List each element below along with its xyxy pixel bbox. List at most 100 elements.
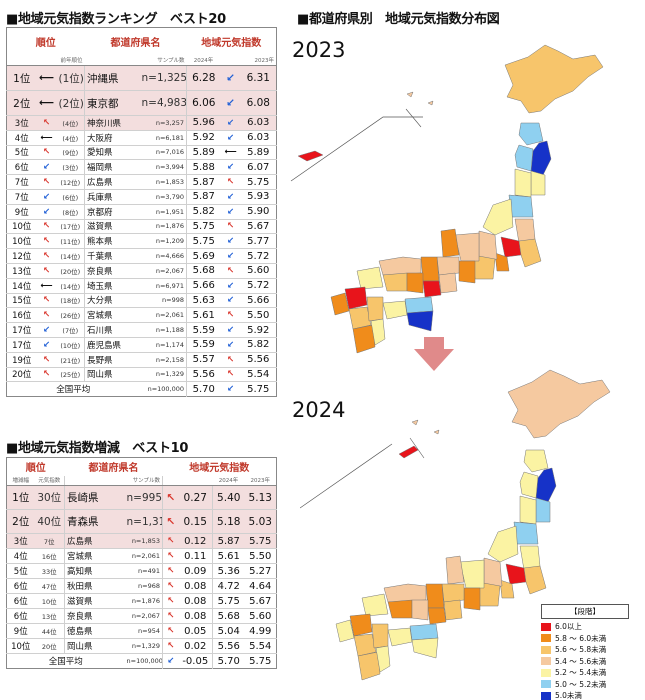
index-2024-cell: 5.59 [186,337,221,353]
trend-cell: ↙ [220,65,241,91]
increase-arrow-icon: ↖ [166,491,176,504]
inc-2024-cell: 5.61 [212,548,245,564]
rank-change-cell: ↖ [36,248,57,264]
ranking-row: 1位 ⟵ (1位) 沖縄県 n=1,325 6.28 ↙ 6.31 [6,65,277,91]
pref-cell: 沖縄県 [84,65,140,91]
trend-arrow-icon: ↙ [226,236,235,247]
sample-cell: n=1,876 [139,219,188,235]
pref-cell: 神奈川県 [84,115,140,131]
trend-cell: ↙ [220,90,241,116]
index-2023-cell: 5.92 [240,322,277,338]
ranking-row: 4位 ⟵ (4位) 大阪府 n=6,181 5.92 ↙ 6.03 [6,130,277,146]
inc-average-sample: n=100,000 [124,653,163,669]
index-2024-cell: 5.82 [186,204,221,220]
prev-rank-cell: (12位) [56,174,86,190]
inc-pref-cell: 奈良県 [64,608,125,624]
rank-change-arrow-icon: ↖ [42,265,51,276]
rank-cell: 20位 [6,367,37,383]
map-section-title: ■都道府県別 地域元気指数分布図 [297,12,500,27]
index-2024-cell: 6.28 [186,65,221,91]
inc-pref-cell: 青森県 [64,509,125,534]
ranking-row: 7位 ↖ (12位) 広島県 n=1,853 5.87 ↖ 5.75 [6,174,277,190]
pref-cell: 石川県 [84,322,140,338]
inc-index-rank-cell: 16位 [34,548,65,564]
rank-change-arrow-icon: ↖ [42,310,51,321]
legend-label: 6.0以上 [555,622,582,632]
trend-arrow-icon: ⟵ [224,147,237,158]
legend-swatch [541,691,551,700]
inc-arrow-cell: ↖ [162,563,179,579]
prev-rank-cell: (10位) [56,337,86,353]
ranking-row: 16位 ↖ (26位) 宮城県 n=2,061 5.61 ↖ 5.50 [6,307,277,324]
rank-change-arrow-icon: ↖ [42,295,51,306]
y2024-subheader: 2024年 [186,55,221,66]
inc-index-rank-cell: 30位 [34,485,65,510]
prev-rank-cell: (2位) [56,90,86,116]
index-2024-cell: 6.06 [186,90,221,116]
index-2023-cell: 5.82 [240,337,277,353]
legend-label: 5.0 ～ 5.2未満 [555,679,607,689]
ranking-row: 19位 ↖ (21位) 長野県 n=2,158 5.57 ↖ 5.56 [6,352,277,368]
inc-pref-header: 都道府県名 [88,463,139,475]
increase-arrow-icon: ↖ [167,581,175,591]
inc-arrow-cell: ↖ [162,638,179,654]
rank-change-arrow-icon: ↙ [42,325,51,336]
ranking-table: 順位 都道府県名 地域元気指数 前年順位 サンプル数 2024年 2023年 1位 ⟵ (1位) 沖… [6,27,278,398]
trend-cell: ⟵ [220,145,241,161]
index-2024-cell: 5.87 [186,189,221,205]
inc-arrow-cell: ↖ [162,578,179,594]
index-2023-cell: 5.72 [240,278,277,294]
rank-cell: 17位 [6,337,37,353]
rank-cell: 19位 [6,352,37,368]
blank-sub [84,55,140,66]
trend-cell: ↖ [220,263,241,279]
rank-cell: 16位 [6,307,37,324]
inc-2023-cell: 5.13 [244,485,277,510]
pref-cell: 東京都 [84,90,140,116]
index-2023-cell: 5.60 [240,263,277,279]
legend-item: 5.0未満 [541,690,629,700]
inc-index-rank-cell: 13位 [34,608,65,624]
inc-sample-cell: n=2,061 [124,548,163,564]
increase-section-title: ■地域元気指数増減 ベスト10 [6,441,189,456]
national-average-2024: 5.70 [192,383,215,395]
index-2023-cell: 6.03 [240,115,277,131]
trend-cell: ↙ [220,204,241,220]
inc-2024-cell: 5.04 [212,623,245,639]
trend-arrow-icon: ↙ [226,325,235,336]
sample-cell: n=2,158 [139,352,188,368]
sample-cell: n=2,067 [139,263,188,279]
legend-item: 5.6 ～ 5.8未満 [541,644,629,656]
blank-sub [162,475,213,486]
rank-change-arrow-icon: ↙ [42,206,51,217]
rank-change-cell: ⟵ [36,278,57,294]
rank-change-arrow-icon: ↙ [42,339,51,350]
inc-index-rank-cell: 47位 [34,578,65,594]
inc-pref-cell: 長崎県 [64,485,125,510]
inc-2024-cell: 5.36 [212,563,245,579]
index-2023-cell: 5.93 [240,189,277,205]
index-2024-cell: 5.75 [186,219,221,235]
legend-swatch [541,657,551,666]
delta-cell: 0.08 [178,608,213,624]
rank-cell: 13位 [6,263,37,279]
rank-change-cell: ↖ [36,174,57,190]
index-2024-cell: 5.63 [186,293,221,309]
rank-change-arrow-icon: ↙ [42,162,51,173]
blank-sub [64,475,125,486]
pref-cell: 大阪府 [84,130,140,146]
inc-arrow-cell: ↖ [162,608,179,624]
rank-change-cell: ↙ [36,204,57,220]
rank-cell: 5位 [6,145,37,161]
rank-change-arrow-icon: ↖ [42,236,51,247]
trend-arrow-icon: ↙ [226,72,235,84]
sample-cell: n=998 [139,293,188,309]
delta-cell: 0.12 [178,533,213,549]
inc-sample-cell: n=954 [124,623,163,639]
inc-average-label: 全国平均 [48,657,83,667]
blank-sub [6,55,37,66]
national-average-trend: ↙ [221,382,241,397]
legend-title: 【段階】 [541,604,629,619]
delta-cell: 0.09 [178,563,213,579]
sample-subheader: サンプル数 [139,55,187,66]
